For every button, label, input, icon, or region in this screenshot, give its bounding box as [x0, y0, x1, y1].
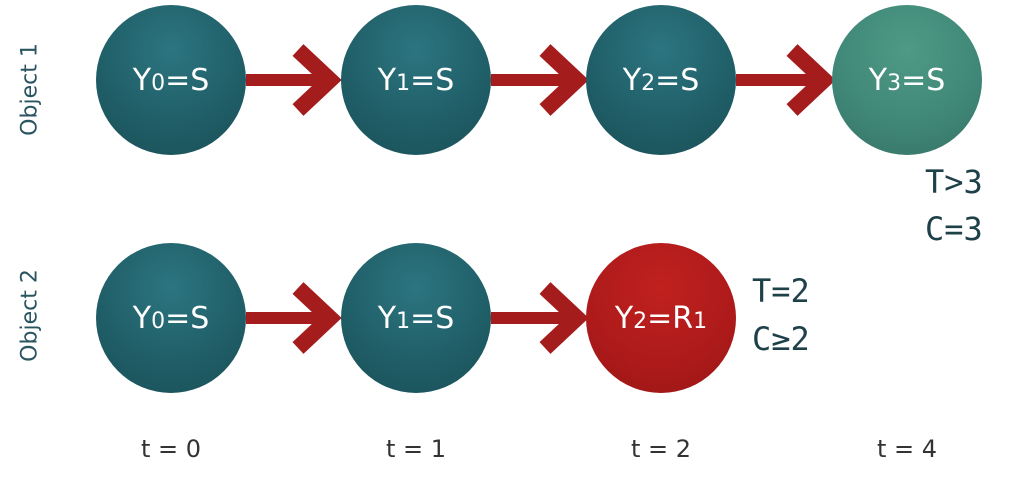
node-label: Y0=S [132, 62, 210, 98]
object-2-node-1: Y1=S [341, 243, 491, 393]
object-1-node-3: Y3=S [832, 5, 982, 155]
object-2-note-t: T=2 [752, 272, 810, 310]
time-label-2: t = 2 [630, 435, 692, 463]
time-label-4: t = 4 [876, 435, 938, 463]
object-1-note-t: T>3 [925, 163, 983, 201]
object-1-node-1: Y1=S [341, 5, 491, 155]
object-1-node-0: Y0=S [96, 5, 246, 155]
node-label: Y1=S [377, 62, 455, 98]
node-label: Y1=S [377, 300, 455, 336]
object-1-node-2: Y2=S [586, 5, 736, 155]
object-2-node-0: Y0=S [96, 243, 246, 393]
arrow-obj2-0-1 [246, 282, 342, 354]
time-label-1: t = 1 [385, 435, 447, 463]
object-2-note-c: C≥2 [752, 320, 810, 358]
node-label: Y3=S [868, 62, 946, 98]
node-label: Y0=S [132, 300, 210, 336]
arrow-obj1-0-1 [246, 44, 342, 116]
arrow-obj2-1-2 [491, 282, 589, 354]
arrow-obj1-1-2 [491, 44, 589, 116]
node-label: Y2=S [622, 62, 700, 98]
object-1-note-c: C=3 [925, 210, 983, 248]
object-2-node-2-event: Y2=R1 [586, 243, 736, 393]
node-label: Y2=R1 [614, 300, 708, 336]
time-label-0: t = 0 [140, 435, 202, 463]
arrow-obj1-2-3 [736, 44, 836, 116]
